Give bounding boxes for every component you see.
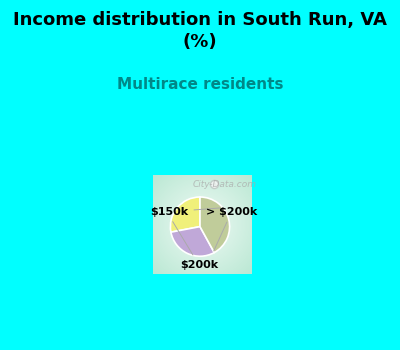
Text: $150k: $150k bbox=[150, 207, 220, 217]
Wedge shape bbox=[170, 197, 200, 232]
Wedge shape bbox=[200, 197, 230, 253]
Wedge shape bbox=[171, 227, 214, 256]
Text: Income distribution in South Run, VA
(%): Income distribution in South Run, VA (%) bbox=[13, 11, 387, 51]
Text: > $200k: > $200k bbox=[206, 207, 257, 251]
Text: $200k: $200k bbox=[173, 222, 218, 270]
Text: City-Data.com: City-Data.com bbox=[193, 180, 257, 189]
Text: Multirace residents: Multirace residents bbox=[117, 77, 283, 92]
